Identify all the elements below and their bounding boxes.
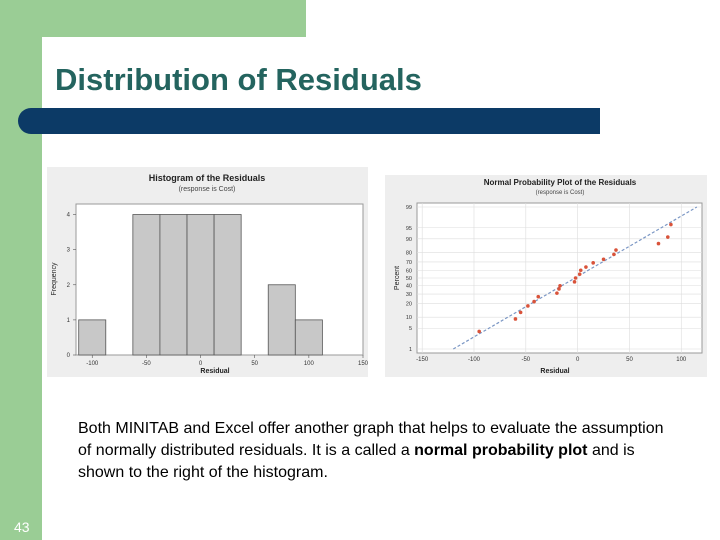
histogram-subtitle: (response is Cost) [179,186,236,193]
histogram-bar-1 [132,214,161,356]
npp-data-point-5 [536,294,541,299]
npp-y-tick-label-2: 10 [406,315,412,321]
npp-data-point-7 [557,287,561,291]
npp-x-tick-label-0: -150 [416,357,429,363]
npp-data-point-6 [555,291,559,295]
histogram-y-tick-label-4: 4 [67,213,71,219]
histogram-panel: Histogram of the Residuals (response is … [47,167,368,377]
npp-y-tick-label-8: 70 [406,260,412,266]
histogram-title: Histogram of the Residuals [149,173,266,183]
npp-data-point-12 [578,268,583,273]
histogram-bar-3 [186,214,215,356]
npp-y-tick-label-5: 40 [406,284,412,290]
npp-y-tick-label-12: 99 [406,205,412,211]
npp-data-point-17 [614,248,618,252]
npp-x-tick-label-1: -100 [468,357,481,363]
normal-probability-panel: Normal Probability Plot of the Residuals… [385,175,707,377]
npp-y-tick-label-6: 50 [406,276,412,282]
histogram-bar-5 [267,284,296,356]
slide-title: Distribution of Residuals [55,62,422,97]
npp-x-tick-label-3: 0 [576,357,580,363]
body-paragraph: Both MINITAB and Excel offer another gra… [78,418,668,484]
body-text-part-2: and is shown to the right of the histogr… [78,442,635,481]
histogram-bar-2 [159,214,188,356]
histogram-x-tick-label-0: -100 [86,361,99,367]
histogram-x-label: Residual [200,368,229,375]
histogram-bar-6 [294,319,323,356]
histogram-y-tick-label-0: 0 [67,353,71,359]
npp-data-point-19 [666,235,670,239]
side-accent-bar [0,0,42,540]
histogram-x-tick-label-5: 150 [358,361,368,367]
npp-y-tick-label-4: 30 [406,292,412,298]
histogram-x-tick-label-1: -50 [142,361,151,367]
npp-y-tick-label-1: 5 [409,326,412,332]
histogram-y-tick-label-3: 3 [67,248,71,254]
npp-y-tick-label-0: 1 [409,347,412,353]
npp-data-point-8 [558,283,562,288]
normal-probability-chart: Normal Probability Plot of the Residuals… [394,178,703,375]
histogram-bar-4 [213,214,242,356]
npp-x-label: Residual [540,368,569,375]
npp-data-point-2 [518,310,523,315]
body-text-emphasis: normal probability plot [414,442,588,459]
npp-y-tick-label-9: 80 [406,250,412,256]
npp-data-point-16 [612,252,616,257]
npp-y-tick-label-10: 90 [406,237,412,243]
npp-x-tick-label-5: 100 [676,357,687,363]
histogram-x-tick-label-4: 100 [304,361,315,367]
histogram-x-tick-label-3: 50 [251,361,258,367]
slide-number: 43 [14,519,30,535]
histogram-y-tick-label-2: 2 [67,283,71,289]
npp-y-tick-label-11: 95 [406,226,412,232]
histogram-x-tick-label-2: 0 [199,361,203,367]
npp-data-point-20 [669,222,673,227]
histogram-y-label: Frequency [51,262,58,296]
npp-data-point-18 [656,241,661,246]
npp-data-point-14 [591,261,595,265]
title-underline-rule [18,108,600,134]
npp-y-label: Percent [394,266,401,290]
npp-data-point-9 [572,280,577,284]
histogram-bar-0 [78,319,107,356]
npp-y-tick-label-7: 60 [406,268,412,274]
body-text-part-1: Both MINITAB and Excel offer another gra… [78,420,664,459]
npp-data-point-11 [577,272,582,276]
npp-y-tick-label-3: 20 [406,302,412,308]
npp-data-point-10 [573,276,578,280]
histogram-chart: Histogram of the Residuals (response is … [51,173,368,375]
npp-title: Normal Probability Plot of the Residuals [484,178,637,187]
npp-data-point-3 [526,304,530,308]
npp-x-tick-label-2: -50 [521,357,530,363]
npp-data-point-0 [477,329,481,334]
npp-data-point-1 [513,317,518,321]
npp-data-point-4 [532,299,536,304]
histogram-y-tick-label-1: 1 [67,318,71,324]
npp-data-point-13 [584,265,588,269]
npp-x-tick-label-4: 50 [626,357,633,363]
npp-data-point-15 [601,257,606,262]
npp-subtitle: (response is Cost) [536,190,585,196]
top-accent-bar [0,0,306,37]
